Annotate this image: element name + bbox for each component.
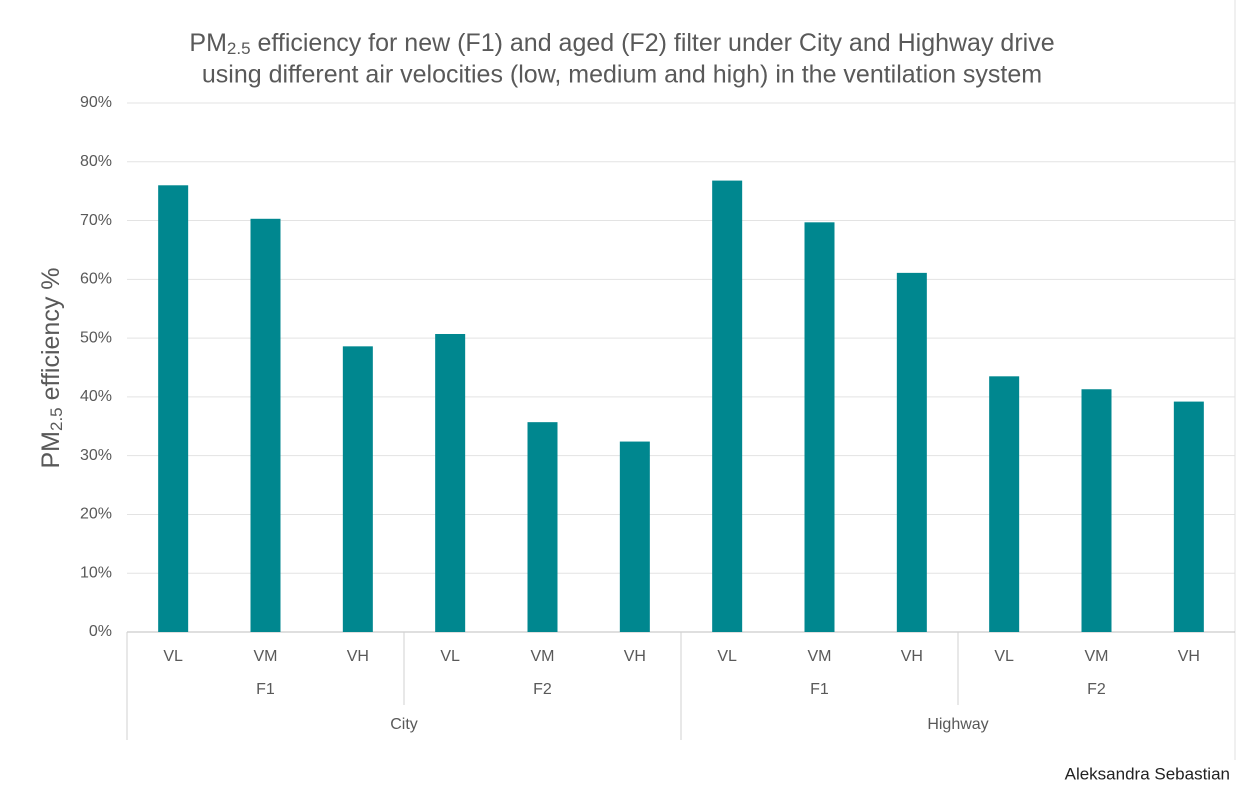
bar: [158, 185, 189, 633]
y-tick-label: 20%: [80, 506, 112, 523]
y-axis-label: PM2.5 efficiency %: [37, 267, 67, 468]
super-group-label: City: [390, 716, 418, 733]
group-label: F2: [533, 681, 552, 698]
y-tick-label: 70%: [80, 212, 112, 229]
chart-title-line2: using different air velocities (low, med…: [202, 61, 1042, 89]
y-label-text: PM: [37, 431, 65, 469]
x-tick-label: VL: [994, 648, 1014, 665]
x-tick-label: VM: [531, 648, 555, 665]
x-tick-label: VL: [440, 648, 460, 665]
bar: [989, 376, 1020, 632]
x-tick-label: VH: [1178, 648, 1200, 665]
y-tick-label: 10%: [80, 564, 112, 581]
credit: Aleksandra Sebastian: [1065, 764, 1230, 783]
x-tick-label: VL: [717, 648, 737, 665]
group-label: F1: [256, 681, 275, 698]
y-tick-label: 50%: [80, 329, 112, 346]
x-tick-label: VM: [1085, 648, 1109, 665]
y-tick-label: 90%: [80, 94, 112, 111]
bar: [712, 180, 743, 632]
title-text: PM: [189, 29, 227, 57]
group-label: F1: [810, 681, 829, 698]
super-group-label: Highway: [927, 716, 988, 733]
bar: [1081, 389, 1112, 632]
bar: [896, 272, 927, 632]
bar: [342, 346, 373, 632]
x-tick-label: VM: [808, 648, 832, 665]
chart-title: PM2.5 efficiency for new (F1) and aged (…: [189, 29, 1054, 59]
bar: [804, 222, 835, 632]
group-label: F2: [1087, 681, 1106, 698]
y-tick-label: 80%: [80, 153, 112, 170]
bar: [527, 422, 558, 632]
y-tick-label: 60%: [80, 271, 112, 288]
x-tick-label: VL: [163, 648, 183, 665]
y-label-text: efficiency %: [37, 267, 65, 407]
bar: [250, 218, 281, 632]
y-tick-label: 30%: [80, 447, 112, 464]
bar: [619, 441, 650, 632]
y-tick-label: 40%: [80, 388, 112, 405]
title-text: efficiency for new (F1) and aged (F2) fi…: [251, 29, 1055, 57]
bar: [1173, 401, 1204, 632]
x-tick-label: VH: [347, 648, 369, 665]
title-subscript: 2.5: [227, 39, 251, 58]
x-tick-label: VM: [254, 648, 278, 665]
bar: [435, 333, 466, 632]
x-tick-label: VH: [624, 648, 646, 665]
y-label-subscript: 2.5: [47, 407, 66, 431]
y-tick-label: 0%: [89, 623, 112, 640]
x-tick-label: VH: [901, 648, 923, 665]
